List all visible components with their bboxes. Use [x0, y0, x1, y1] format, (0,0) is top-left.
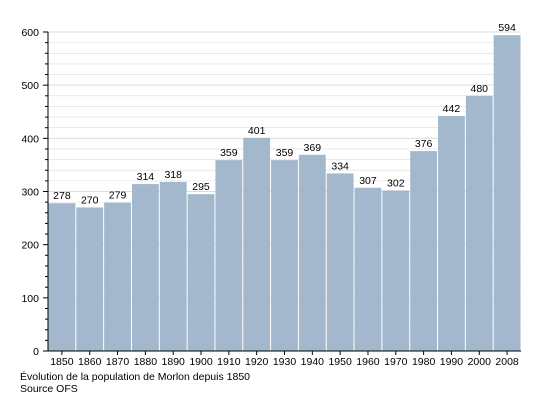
bar-1990: [438, 116, 465, 352]
bar-1870: [104, 202, 131, 351]
bar-1910: [215, 160, 243, 351]
x-tick-label-1930: 1930: [273, 356, 297, 368]
value-label-1860: 270: [81, 194, 99, 206]
value-label-2008: 594: [498, 22, 516, 34]
bar-1890: [159, 181, 187, 351]
bar-1960: [354, 187, 382, 351]
bar-2008: [493, 35, 521, 351]
x-tick-label-1860: 1860: [78, 356, 102, 368]
value-label-1980: 376: [415, 138, 433, 150]
y-tick-label-600: 600: [21, 27, 39, 39]
y-tick-label-300: 300: [21, 187, 39, 199]
value-label-1870: 279: [109, 190, 127, 202]
x-tick-label-1870: 1870: [106, 356, 130, 368]
x-tick-label-1940: 1940: [301, 356, 325, 368]
value-label-2000: 480: [470, 83, 488, 95]
x-tick-label-1910: 1910: [217, 356, 241, 368]
bar-1970: [382, 190, 410, 351]
value-labels: 278 270 279 314 318 295 359 401 359 369 334 307 302 3…: [53, 22, 516, 206]
x-tick-label-1920: 1920: [245, 356, 269, 368]
x-tick-labels: 1850 1860 1870 1880 1890 1900 1910 1920 1930 1940…: [50, 356, 519, 368]
y-tick-label-0: 0: [33, 346, 39, 358]
bar-1950: [326, 173, 354, 351]
y-tick-label-200: 200: [21, 240, 39, 252]
value-label-1990: 442: [443, 103, 461, 115]
chart-caption-source: Source OFS: [20, 383, 78, 395]
x-tick-label-1990: 1990: [440, 356, 464, 368]
value-label-1850: 278: [53, 190, 71, 202]
x-tick-label-2000: 2000: [468, 356, 492, 368]
bar-1900: [187, 194, 215, 351]
x-tick-label-1960: 1960: [356, 356, 380, 368]
bar-1880: [131, 184, 159, 351]
value-label-1930: 359: [276, 147, 294, 159]
bar-2000: [465, 95, 493, 351]
x-tick-label-1850: 1850: [50, 356, 74, 368]
bar-1920: [243, 137, 271, 351]
bars: [48, 35, 521, 352]
bar-1940: [298, 154, 326, 351]
bar-1980: [410, 151, 438, 351]
y-tick-label-100: 100: [21, 293, 39, 305]
value-label-1950: 334: [331, 160, 349, 172]
y-tick-label-500: 500: [21, 80, 39, 92]
value-label-1900: 295: [192, 181, 210, 193]
x-tick-label-2008: 2008: [495, 356, 519, 368]
value-label-1940: 369: [304, 142, 322, 154]
y-tick-labels: 0 100 200 300 400 500 600: [21, 27, 39, 358]
x-tick-label-1890: 1890: [162, 356, 186, 368]
value-label-1920: 401: [248, 125, 266, 137]
bar-1850: [48, 203, 76, 351]
x-tick-label-1950: 1950: [328, 356, 352, 368]
value-label-1880: 314: [137, 171, 155, 183]
x-tick-label-1970: 1970: [384, 356, 408, 368]
value-label-1970: 302: [387, 177, 405, 189]
population-bar-chart: 278 270 279 314 318 295 359 401 359 369 334 307 302 3…: [21, 22, 521, 368]
value-label-1890: 318: [164, 169, 182, 181]
chart-caption-title: Évolution de la population de Morlon dep…: [20, 371, 251, 383]
axes: [43, 31, 521, 355]
value-label-1910: 359: [220, 147, 238, 159]
bar-1860: [76, 207, 104, 351]
x-tick-label-1900: 1900: [189, 356, 213, 368]
value-label-1960: 307: [359, 175, 377, 187]
y-tick-label-400: 400: [21, 133, 39, 145]
x-tick-label-1980: 1980: [412, 356, 436, 368]
x-tick-label-1880: 1880: [134, 356, 158, 368]
bar-1930: [271, 160, 298, 351]
